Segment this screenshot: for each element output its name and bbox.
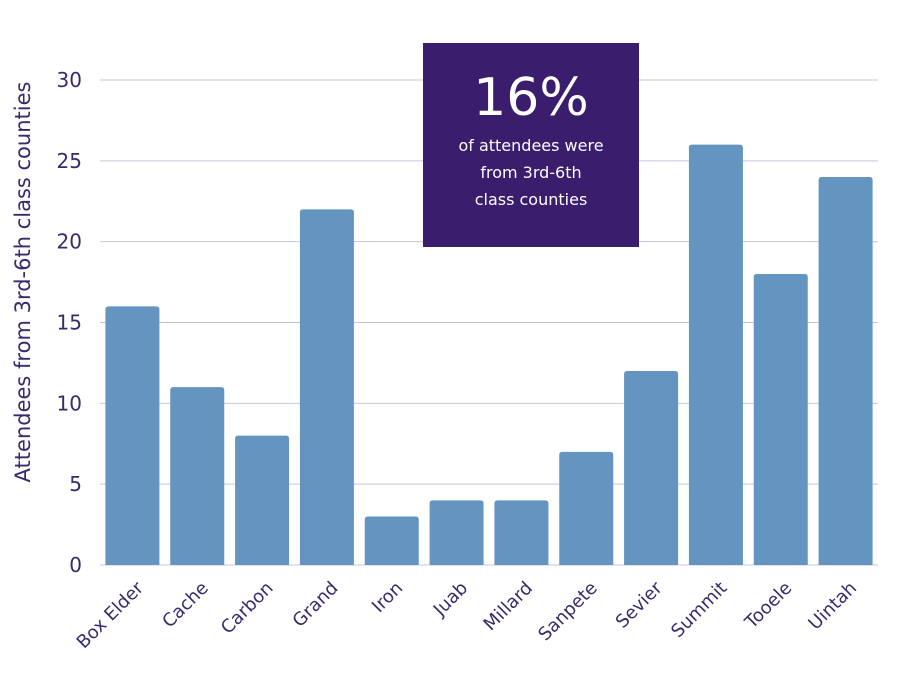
callout-headline: 16% [473,68,589,128]
y-axis-ticks: 0 5 10 15 20 25 30 [57,68,82,577]
bar-grand [299,209,354,566]
bar-sevier [624,371,679,565]
x-tick-label: Sevier [612,577,667,632]
x-tick-label: Summit [667,578,731,642]
bars [105,144,873,566]
y-tick-label: 25 [57,149,82,173]
bar-box-elder [105,306,160,565]
bar-millard [494,500,549,565]
y-tick-label: 0 [69,553,82,577]
callout-box: 16% of attendees were from 3rd-6th class… [423,43,639,247]
x-tick-label: Juab [429,578,472,621]
callout-background [423,43,639,247]
x-tick-label: Box Elder [73,577,149,653]
callout-line-1: of attendees were [458,136,603,155]
x-tick-label: Sanpete [534,578,602,646]
callout-line-3: class counties [475,190,588,209]
bar-summit [688,144,743,565]
y-tick-label: 30 [57,68,82,92]
x-tick-label: Tooele [740,578,796,634]
bar-uintah [818,177,873,565]
bar-iron [364,516,419,565]
x-tick-label: Uintah [804,578,861,635]
bar-carbon [235,435,290,565]
y-tick-label: 20 [57,230,82,254]
x-tick-label: Grand [289,578,343,632]
bar-juab [429,500,484,565]
bar-tooele [753,274,808,565]
y-tick-label: 5 [69,472,82,496]
x-tick-label: Cache [158,578,212,632]
x-axis-category-labels: Box Elder Cache Carbon Grand Iron Juab Millard… [73,577,861,653]
x-tick-label: Millard [480,578,537,635]
bar-sanpete [559,451,614,565]
y-axis-label: Attendees from 3rd-6th class counties [11,82,35,483]
callout-line-2: from 3rd-6th [480,163,581,182]
y-tick-label: 10 [57,391,82,415]
bar-cache [170,387,225,565]
x-tick-label: Carbon [217,578,278,639]
x-tick-label: Iron [368,578,407,617]
y-tick-label: 15 [57,311,82,335]
